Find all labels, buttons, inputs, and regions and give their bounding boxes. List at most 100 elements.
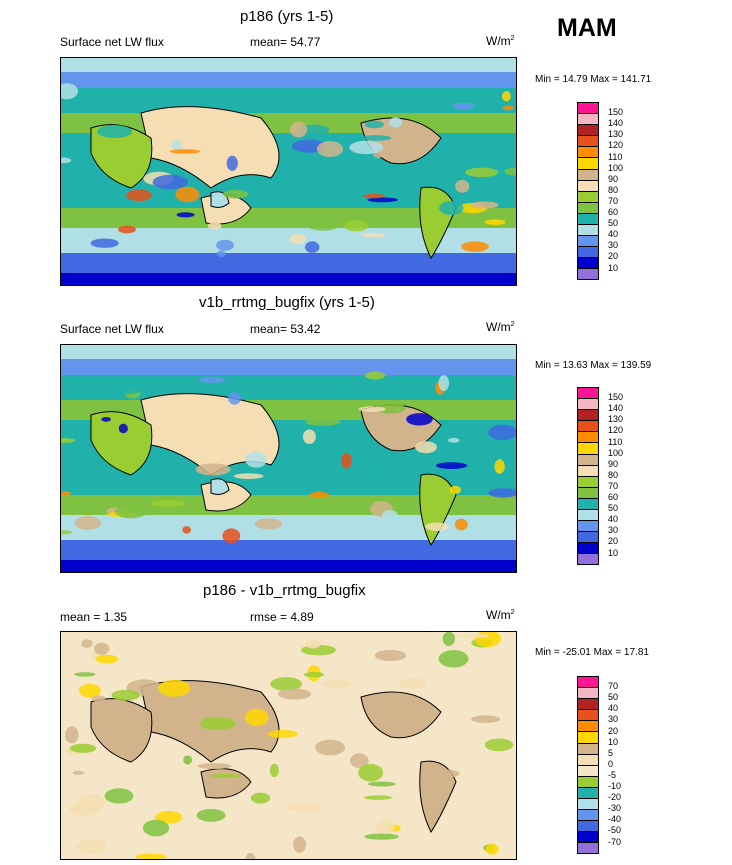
colorbar-tick-label: 30 xyxy=(608,525,619,536)
continent-outline xyxy=(419,760,457,833)
panel3-map xyxy=(60,631,517,860)
field-blob xyxy=(289,233,307,244)
field-blob xyxy=(175,186,200,203)
field-blob xyxy=(93,642,110,655)
colorbar-swatch xyxy=(577,179,599,191)
field-blob xyxy=(106,384,141,395)
field-blob xyxy=(315,739,346,756)
colorbar-tick-label: 10 xyxy=(608,736,619,747)
field-blob xyxy=(350,753,369,769)
colorbar-tick-label: 0 xyxy=(608,758,614,769)
field-blob xyxy=(309,491,330,499)
colorbar-swatch xyxy=(577,201,599,213)
colorbar-tick-label: 5 xyxy=(608,747,614,758)
map-band xyxy=(61,72,516,88)
field-blob xyxy=(210,773,241,779)
field-blob xyxy=(361,232,386,238)
colorbar-tick-label: 20 xyxy=(608,251,619,262)
colorbar-swatch xyxy=(577,113,599,125)
field-blob xyxy=(199,716,236,731)
colorbar-swatch xyxy=(577,687,599,699)
panel1-minmax: Min = 14.79 Max = 141.71 xyxy=(535,74,652,85)
field-blob xyxy=(277,688,312,700)
field-blob xyxy=(135,853,167,859)
field-blob xyxy=(360,135,392,141)
field-blob xyxy=(341,452,352,469)
colorbar-swatch xyxy=(577,453,599,465)
field-blob xyxy=(207,222,222,230)
field-blob xyxy=(425,522,449,532)
field-blob xyxy=(182,526,191,534)
field-blob xyxy=(375,819,395,835)
field-blob xyxy=(305,418,341,426)
field-blob xyxy=(358,763,384,782)
colorbar-swatch xyxy=(577,553,599,565)
colorbar-swatch xyxy=(577,464,599,476)
field-blob xyxy=(65,726,79,744)
colorbar-swatch xyxy=(577,820,599,832)
field-blob xyxy=(321,680,354,688)
colorbar-swatch xyxy=(577,742,599,754)
field-blob xyxy=(171,140,182,151)
panel3-colorbar xyxy=(577,676,599,854)
field-blob xyxy=(197,763,232,770)
colorbar-swatch xyxy=(577,497,599,510)
field-blob xyxy=(104,788,134,804)
field-blob xyxy=(150,499,185,507)
field-blob xyxy=(269,763,279,778)
field-blob xyxy=(367,781,396,787)
field-blob xyxy=(72,770,85,775)
field-blob xyxy=(114,504,148,519)
field-blob xyxy=(367,197,399,203)
colorbar-tick-label: 30 xyxy=(608,714,619,725)
colorbar-swatch xyxy=(577,509,599,521)
field-blob xyxy=(494,459,505,474)
field-blob xyxy=(233,473,264,479)
field-blob xyxy=(316,141,344,157)
colorbar-tick-label: 70 xyxy=(608,681,619,692)
continent-outline xyxy=(140,393,280,476)
continent-outline xyxy=(140,106,280,189)
colorbar-tick-label: 80 xyxy=(608,469,619,480)
field-blob xyxy=(290,121,308,138)
colorbar-swatch xyxy=(577,157,599,169)
panel3-minmax: Min = -25.01 Max = 17.81 xyxy=(535,647,649,658)
panel1-map xyxy=(60,57,517,286)
colorbar-tick-label: 40 xyxy=(608,703,619,714)
colorbar-swatch xyxy=(577,246,599,258)
colorbar-swatch xyxy=(577,531,599,543)
map-band xyxy=(61,88,516,113)
field-blob xyxy=(286,803,324,812)
colorbar-tick-label: 50 xyxy=(608,218,619,229)
field-blob xyxy=(152,174,189,190)
panel2-units: W/m2 xyxy=(486,320,515,334)
colorbar-tick-label: 90 xyxy=(608,458,619,469)
field-blob xyxy=(245,852,256,859)
field-blob xyxy=(406,413,433,426)
colorbar-swatch xyxy=(577,542,599,554)
field-blob xyxy=(426,769,460,779)
colorbar-tick-label: -70 xyxy=(608,836,622,847)
colorbar-tick-label: 60 xyxy=(608,492,619,502)
continent-outline xyxy=(210,478,230,495)
colorbar-tick-label: 130 xyxy=(608,129,624,140)
field-blob xyxy=(118,423,128,434)
field-blob xyxy=(488,424,516,441)
field-blob xyxy=(78,683,101,698)
colorbar-tick-label: 100 xyxy=(608,447,624,458)
panel2-title: v1b_rrtmg_bugfix (yrs 1-5) xyxy=(199,294,375,311)
field-blob xyxy=(142,819,170,837)
panel1-units-base: W/m xyxy=(486,34,511,48)
panel2-units-base: W/m xyxy=(486,320,511,334)
field-blob xyxy=(435,462,468,469)
panel1-title: p186 (yrs 1-5) xyxy=(240,8,334,25)
colorbar-swatch xyxy=(577,720,599,732)
colorbar-tick-label: 140 xyxy=(608,118,624,129)
field-blob xyxy=(95,654,119,664)
colorbar-tick-label: 20 xyxy=(608,536,619,547)
field-blob xyxy=(61,157,72,164)
colorbar-swatch xyxy=(577,398,599,410)
panel3-rmse-label: rmse = 4.89 xyxy=(250,610,314,624)
field-blob xyxy=(61,530,73,535)
colorbar-tick-label: -40 xyxy=(608,814,622,825)
